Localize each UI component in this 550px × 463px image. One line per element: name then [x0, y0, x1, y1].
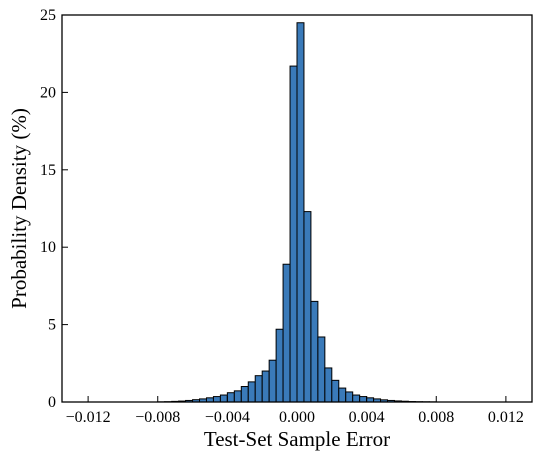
- histogram-bar: [317, 336, 326, 403]
- histogram-bar: [359, 396, 368, 403]
- x-tick-label: 0.012: [488, 409, 524, 426]
- y-tick-label: 0: [48, 394, 56, 411]
- x-tick-label: −0.008: [135, 409, 180, 426]
- x-tick-label: −0.004: [205, 409, 250, 426]
- x-axis-ticks: −0.012 −0.008 −0.004 0.000 0.004 0.008 0.012: [66, 396, 524, 426]
- histogram-bar: [261, 370, 270, 403]
- y-axis-ticks: 0 5 10 15 20 25: [40, 7, 68, 411]
- histogram-bar: [226, 392, 235, 403]
- histogram-bar: [296, 22, 305, 403]
- histogram-bar: [324, 367, 333, 403]
- y-tick-label: 15: [40, 162, 56, 179]
- histogram-bar: [345, 391, 354, 403]
- histogram-bar: [275, 328, 284, 403]
- y-tick-label: 10: [40, 239, 56, 256]
- histogram-bar: [233, 390, 242, 403]
- histogram-bar: [240, 386, 249, 403]
- histogram-bar: [352, 394, 361, 403]
- y-tick-label: 5: [48, 317, 56, 334]
- x-axis-label: Test-Set Sample Error: [204, 427, 390, 451]
- x-tick-label: −0.012: [66, 409, 111, 426]
- x-tick-label: 0.004: [349, 409, 385, 426]
- y-tick-label: 20: [40, 84, 56, 101]
- histogram-bar: [331, 379, 340, 403]
- y-axis-label: Probability Density (%): [7, 108, 31, 309]
- x-tick-label: 0.008: [418, 409, 454, 426]
- x-tick-label: 0.000: [279, 409, 315, 426]
- plot-frame: [61, 14, 533, 403]
- histogram-bar: [282, 263, 291, 403]
- histogram-bar: [219, 394, 228, 403]
- y-tick-label: 25: [40, 7, 56, 24]
- histogram-bar: [268, 359, 277, 403]
- histogram-bar: [289, 65, 298, 403]
- histogram-bar: [338, 387, 347, 403]
- histogram-bar: [247, 381, 256, 403]
- histogram-bar: [310, 300, 319, 403]
- histogram-bar: [212, 396, 221, 403]
- histogram-bar: [303, 211, 312, 403]
- histogram-bar: [254, 375, 263, 403]
- histogram-bars: [157, 22, 437, 403]
